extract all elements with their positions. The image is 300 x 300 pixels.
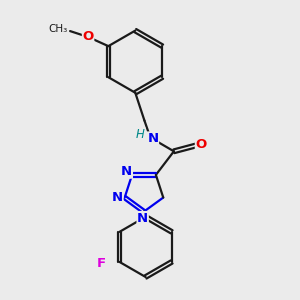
Text: CH₃: CH₃ [48,24,67,34]
Text: O: O [82,31,94,44]
Text: N: N [147,132,158,145]
Text: O: O [195,138,207,151]
Text: F: F [97,257,106,270]
Text: N: N [137,212,148,225]
Text: N: N [112,191,123,204]
Text: N: N [121,165,132,178]
Text: H: H [136,128,145,141]
